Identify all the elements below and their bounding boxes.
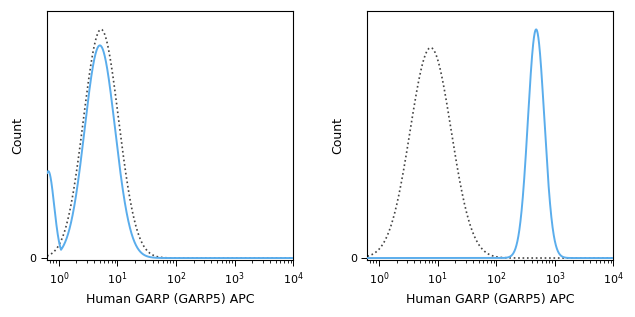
X-axis label: Human GARP (GARP5) APC: Human GARP (GARP5) APC (86, 293, 255, 306)
X-axis label: Human GARP (GARP5) APC: Human GARP (GARP5) APC (406, 293, 575, 306)
Y-axis label: Count: Count (331, 117, 344, 154)
Y-axis label: Count: Count (11, 117, 24, 154)
